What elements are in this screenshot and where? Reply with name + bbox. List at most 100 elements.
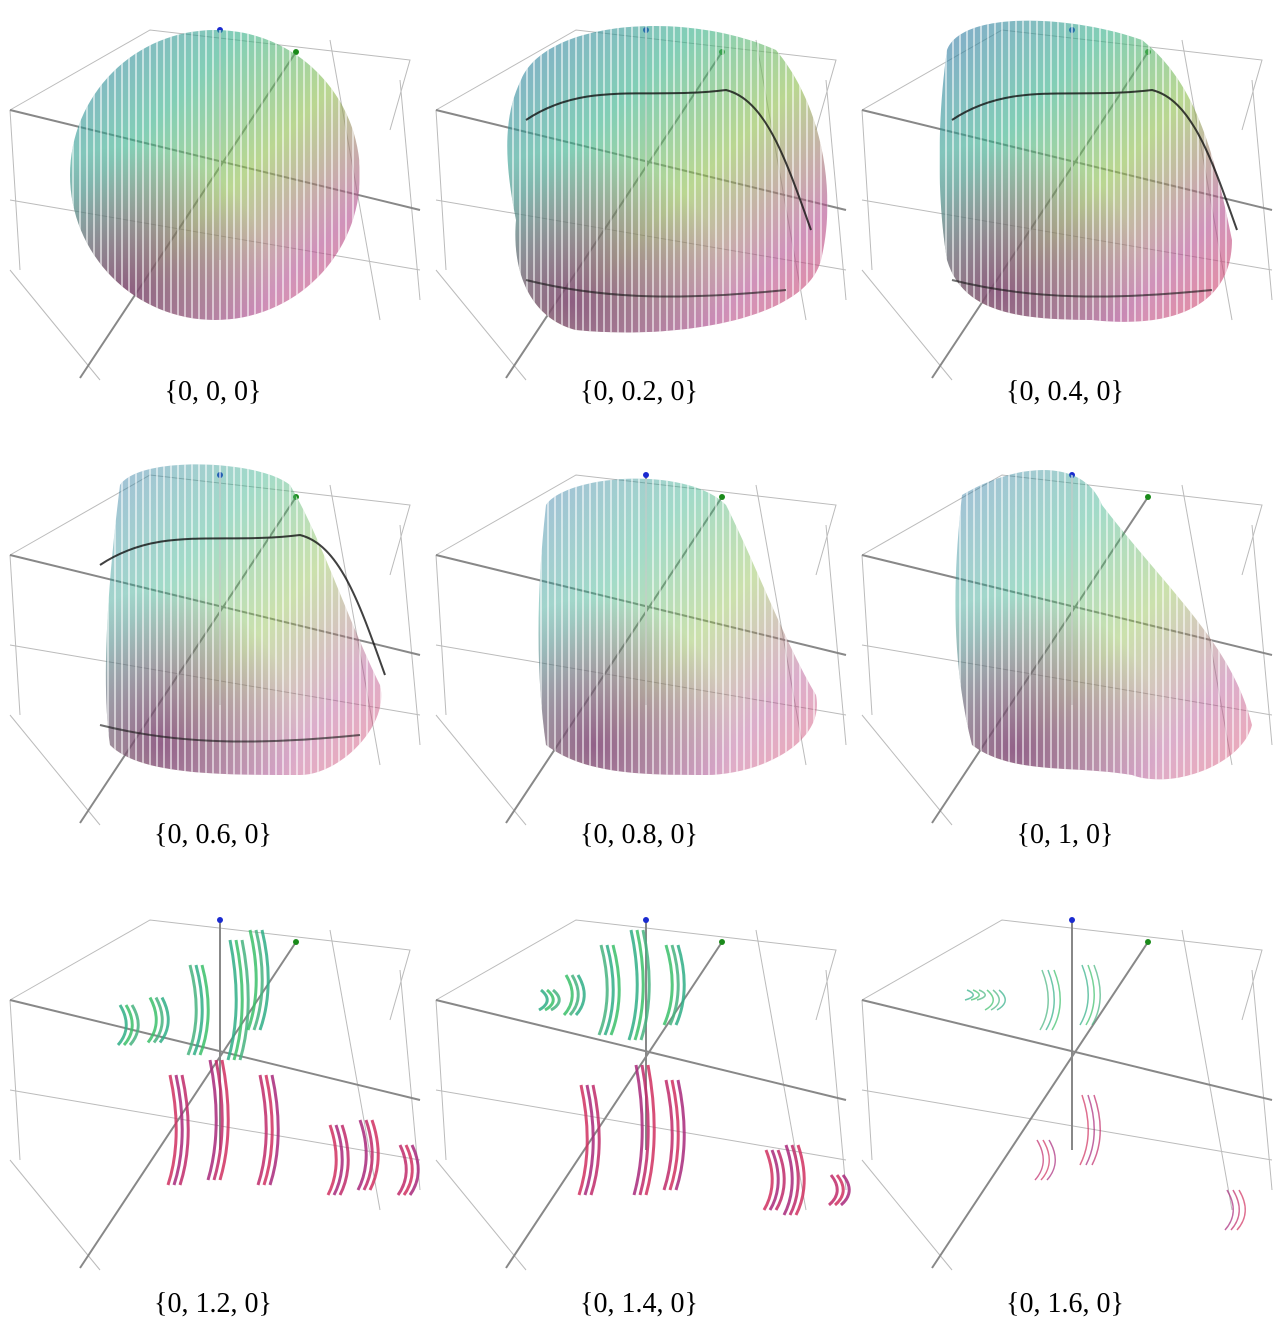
grid-line xyxy=(399,524,421,746)
streak xyxy=(206,1059,218,1181)
panel-label: {0, 1.4, 0} xyxy=(580,1288,698,1319)
orbit-line xyxy=(951,88,1238,231)
streak xyxy=(762,1149,774,1211)
grid-line xyxy=(9,269,101,381)
streak xyxy=(262,1074,274,1186)
panel-label: {0, 0.2, 0} xyxy=(580,376,698,407)
grid-line xyxy=(435,269,527,381)
grid-line xyxy=(435,919,837,1021)
streak xyxy=(122,1004,134,1047)
streak xyxy=(639,929,651,1041)
streak xyxy=(828,1174,839,1207)
point-cloud-texture xyxy=(105,464,382,775)
point-cloud-texture xyxy=(538,478,817,775)
streak xyxy=(238,939,250,1061)
axis-y xyxy=(505,941,723,1269)
grid-line xyxy=(9,29,411,131)
streak xyxy=(984,989,994,1011)
panel: {0, 1.4, 0} xyxy=(435,917,851,1319)
streak xyxy=(638,1064,650,1196)
streak xyxy=(662,944,674,1026)
grid-line xyxy=(861,1159,953,1271)
grid-line xyxy=(861,109,873,271)
axis-point-blue xyxy=(643,472,649,478)
streak xyxy=(1224,1189,1234,1231)
axis-point-green xyxy=(1145,494,1151,500)
streak xyxy=(152,996,164,1044)
streak xyxy=(538,988,549,1012)
streak xyxy=(326,1124,338,1196)
streak xyxy=(332,1124,344,1196)
grid-line xyxy=(861,269,953,381)
grid-line xyxy=(861,554,873,716)
panel-label: {0, 0.8, 0} xyxy=(580,819,698,850)
streak xyxy=(198,964,210,1056)
streak xyxy=(178,1074,190,1186)
streak xyxy=(990,989,1000,1011)
streak xyxy=(252,929,264,1031)
streak xyxy=(840,1174,851,1207)
streak xyxy=(609,944,621,1036)
orbit-line xyxy=(99,724,361,743)
grid-line xyxy=(861,919,1263,1021)
streak xyxy=(226,939,238,1061)
grid-line xyxy=(9,714,101,826)
axis-x xyxy=(435,999,847,1101)
streak xyxy=(1236,1189,1246,1231)
streak xyxy=(1046,1139,1056,1181)
streak xyxy=(396,1144,408,1196)
streak xyxy=(768,1149,780,1211)
streak xyxy=(1230,1189,1240,1231)
streak xyxy=(782,1144,794,1216)
grid-line xyxy=(435,1159,527,1271)
streak xyxy=(794,1144,806,1216)
streak xyxy=(976,989,986,1001)
axis-x xyxy=(9,999,421,1101)
streak xyxy=(172,1074,184,1186)
streak xyxy=(788,1144,800,1216)
streak xyxy=(1051,969,1061,1031)
streak xyxy=(158,996,170,1044)
panel-label: {0, 1, 0} xyxy=(1017,819,1114,850)
axis-point-green xyxy=(293,939,299,945)
streak xyxy=(362,1119,374,1191)
grid-line xyxy=(861,474,1263,576)
streak xyxy=(644,1064,656,1196)
panel: {0, 0.2, 0} xyxy=(435,25,847,407)
orbit-line xyxy=(525,88,812,231)
panel: {0, 0.6, 0} xyxy=(9,464,421,850)
streak xyxy=(246,929,258,1031)
streak xyxy=(574,974,586,1017)
streak xyxy=(402,1144,414,1196)
grid-line xyxy=(1251,969,1273,1191)
axis-x xyxy=(861,999,1273,1101)
grid-line xyxy=(825,79,847,301)
axis-point-blue xyxy=(1069,917,1075,923)
streak xyxy=(597,944,609,1036)
streak xyxy=(128,1004,140,1047)
grid-line xyxy=(1181,929,1233,1211)
streak xyxy=(212,1059,224,1181)
panel-label: {0, 0.4, 0} xyxy=(1006,376,1124,407)
point-cloud-texture xyxy=(955,470,1252,780)
streak xyxy=(356,1119,368,1191)
panel: {0, 1.2, 0} xyxy=(9,917,421,1319)
grid-line xyxy=(9,919,411,1021)
streak xyxy=(562,974,574,1017)
streak xyxy=(674,944,686,1026)
axis-point-green xyxy=(293,49,299,55)
panel: {0, 0.4, 0} xyxy=(861,20,1273,407)
streak xyxy=(256,1074,268,1186)
grid-line xyxy=(861,1089,1273,1161)
panel: {0, 0, 0} xyxy=(9,27,421,407)
streak xyxy=(146,996,158,1044)
grid-line xyxy=(435,999,447,1161)
streak xyxy=(1091,1094,1101,1166)
panel-label: {0, 0, 0} xyxy=(165,376,262,407)
streak xyxy=(668,1079,680,1191)
grid-line xyxy=(399,79,421,301)
panel: {0, 1, 0} xyxy=(861,470,1273,850)
streak xyxy=(258,929,270,1031)
grid-line xyxy=(9,1159,101,1271)
